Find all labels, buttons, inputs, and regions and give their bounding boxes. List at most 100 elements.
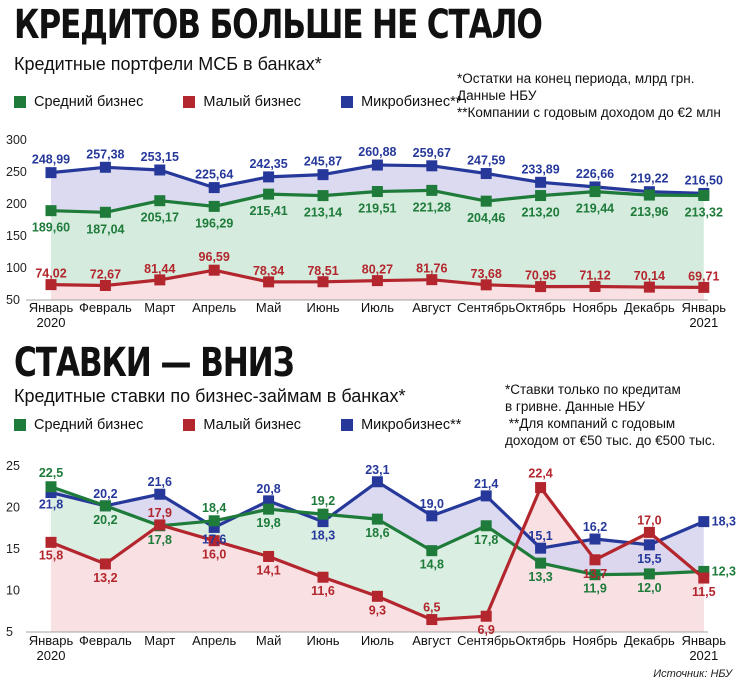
- x-tick-label: Июнь: [306, 300, 339, 315]
- data-label-small: 96,59: [199, 250, 230, 264]
- x-tick-label: Март: [144, 300, 175, 315]
- marker-medium: [45, 481, 57, 493]
- marker-medium: [263, 188, 275, 200]
- data-label-small: 17,0: [637, 513, 661, 527]
- data-label-small: 74,02: [35, 267, 66, 281]
- legend-swatch-micro: [341, 419, 354, 431]
- marker-medium: [317, 190, 329, 202]
- data-label-medium: 14,8: [420, 558, 444, 572]
- data-label-medium: 213,32: [685, 205, 723, 219]
- x-tick-label: Май: [256, 300, 281, 315]
- marker-medium: [535, 557, 547, 569]
- marker-small: [643, 281, 655, 293]
- legend-label-medium: Средний бизнес: [34, 417, 144, 433]
- y-tick-label-300: 300: [6, 133, 27, 147]
- marker-medium: [589, 186, 601, 198]
- x-tick-label: Январь: [29, 633, 74, 648]
- data-label-medium: 219,44: [576, 202, 614, 216]
- data-label-small: 78,34: [253, 264, 284, 278]
- marker-micro: [317, 516, 329, 528]
- y-tick-label-5: 5: [6, 625, 13, 639]
- marker-micro: [535, 176, 547, 188]
- data-label-small: 9,3: [369, 603, 386, 617]
- marker-medium: [589, 569, 601, 581]
- marker-micro: [208, 182, 220, 194]
- marker-small: [317, 571, 329, 583]
- legend-item-small: Малый бизнес: [183, 94, 301, 110]
- data-label-small: 11,5: [692, 585, 716, 599]
- marker-medium: [480, 195, 492, 207]
- marker-medium: [426, 184, 438, 196]
- marker-small: [426, 614, 438, 626]
- marker-micro: [154, 488, 166, 500]
- x-tick-label: Ноябрь: [572, 300, 617, 315]
- legend-swatch-small: [183, 96, 196, 108]
- data-label-medium: 187,04: [86, 222, 124, 236]
- data-label-micro: 233,89: [521, 162, 559, 176]
- legend-item-medium: Средний бизнес: [14, 417, 143, 433]
- data-label-small: 22,4: [528, 467, 552, 481]
- x-tick-label: Январь: [682, 300, 727, 315]
- marker-micro: [480, 168, 492, 180]
- marker-medium: [643, 568, 655, 580]
- x-tick-label: Март: [144, 633, 175, 648]
- marker-medium: [480, 520, 492, 532]
- marker-medium: [99, 206, 111, 218]
- x-tick-label: Май: [256, 633, 281, 648]
- data-label-micro: 226,66: [576, 167, 614, 181]
- data-label-small: 70,14: [634, 269, 665, 283]
- data-label-small: 70,95: [525, 269, 556, 283]
- marker-micro: [263, 171, 275, 183]
- data-label-micro: 18,3: [311, 529, 335, 543]
- legend-swatch-micro: [341, 96, 354, 108]
- marker-small: [263, 550, 275, 562]
- data-label-small: 16,0: [202, 548, 226, 562]
- marker-medium: [99, 500, 111, 512]
- legend-item-micro: Микробизнес**: [341, 94, 461, 110]
- data-label-medium: 12,3: [712, 564, 736, 578]
- chart-loan-portfolios: 50 100 150 200 250 300 248,99 257,38 253,15 225,6…: [6, 133, 727, 330]
- note-loans-line2: Данные НБУ: [457, 88, 537, 103]
- legend-label-micro: Микробизнес**: [361, 417, 462, 433]
- note-rates-line3: **Для компаний с годовым: [505, 416, 676, 431]
- marker-small: [99, 558, 111, 570]
- marker-small: [698, 572, 710, 584]
- data-label-micro: 20,8: [256, 482, 280, 496]
- data-label-medium: 189,60: [32, 221, 70, 235]
- note-rates-line1: *Ставки только по кредитам: [505, 382, 681, 397]
- data-label-medium: 19,2: [311, 494, 335, 508]
- data-label-medium: 213,96: [630, 205, 668, 219]
- marker-small: [426, 274, 438, 286]
- data-label-medium: 17,8: [474, 533, 498, 547]
- y-tick-label-100: 100: [6, 261, 27, 275]
- marker-micro: [643, 539, 655, 551]
- data-label-micro: 225,64: [195, 168, 233, 182]
- x-tick-label: 2021: [689, 648, 718, 663]
- data-label-medium: 215,41: [249, 204, 287, 218]
- y-tick-label-10: 10: [6, 584, 20, 598]
- marker-small: [371, 275, 383, 287]
- marker-medium: [643, 189, 655, 201]
- data-label-medium: 205,17: [141, 211, 179, 225]
- data-label-small: 11,6: [311, 584, 335, 598]
- marker-small: [99, 279, 111, 291]
- area-medium-fill: [51, 190, 704, 288]
- data-label-small: 14,1: [256, 563, 280, 577]
- data-label-micro: 23,1: [365, 463, 389, 477]
- data-label-micro: 242,35: [249, 157, 287, 171]
- marker-medium: [535, 190, 547, 202]
- marker-small: [535, 482, 547, 494]
- note-rates-line2: в гривне. Данные НБУ: [505, 399, 645, 414]
- data-label-small: 17,9: [148, 506, 172, 520]
- marker-medium: [154, 195, 166, 207]
- marker-small: [45, 279, 57, 291]
- marker-medium: [371, 513, 383, 525]
- marker-micro: [535, 542, 547, 554]
- x-tick-label: Сентябрь: [457, 300, 515, 315]
- marker-micro: [263, 495, 275, 507]
- data-label-small: 80,27: [362, 263, 393, 277]
- data-label-medium: 19,8: [256, 516, 280, 530]
- data-label-medium: 13,3: [528, 570, 552, 584]
- note-loans: *Остатки на конец периода, млрд грн. Дан…: [457, 70, 721, 121]
- data-label-micro: 21,4: [474, 477, 498, 491]
